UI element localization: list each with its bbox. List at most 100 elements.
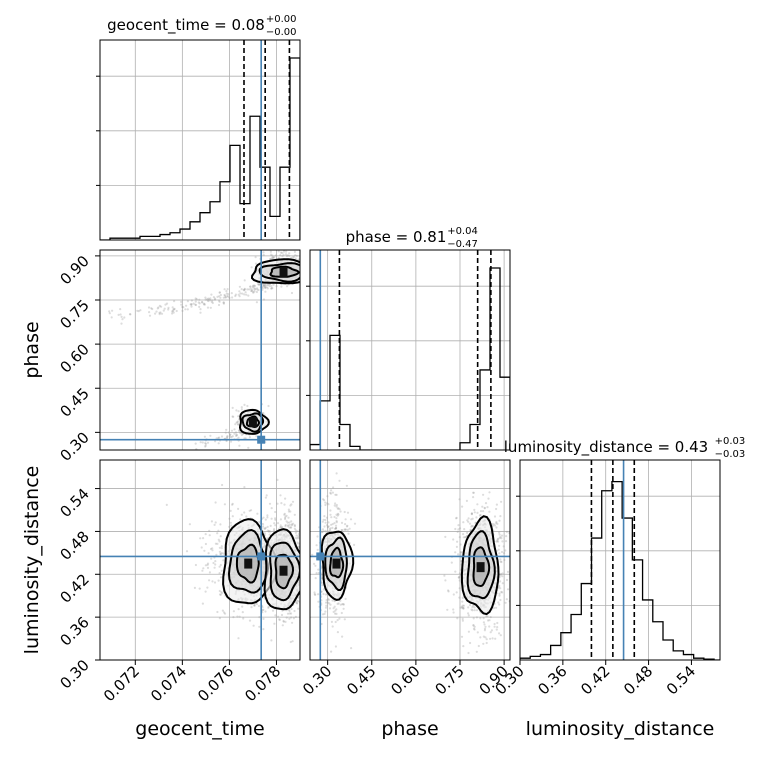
sample-point: [234, 431, 238, 434]
sample-point: [263, 284, 266, 287]
sample-point: [283, 513, 286, 516]
sample-point: [251, 288, 254, 291]
sample-point: [334, 620, 337, 624]
sample-point: [302, 593, 304, 595]
sample-point: [496, 626, 499, 629]
sample-point: [195, 298, 198, 301]
sample-point: [326, 601, 329, 604]
x-tick-label: 0.30: [299, 662, 335, 698]
title-minus-error: −0.47: [447, 239, 478, 250]
sample-point: [479, 617, 482, 620]
sample-point: [461, 619, 464, 622]
sample-point: [293, 525, 296, 528]
sample-point: [240, 433, 243, 437]
sample-point: [285, 520, 288, 523]
sample-point: [247, 294, 250, 297]
sample-point: [303, 565, 305, 567]
sample-point: [467, 606, 470, 609]
sample-point: [235, 421, 238, 424]
sample-point: [111, 309, 114, 312]
x-tick-label: 0.42: [577, 662, 613, 698]
sample-point: [253, 603, 256, 606]
sample-point: [230, 524, 233, 527]
sample-point: [213, 523, 216, 527]
sample-point: [289, 504, 292, 507]
sample-point: [180, 300, 183, 303]
sample-point: [457, 528, 460, 531]
sample-point: [290, 607, 293, 611]
sample-point: [479, 636, 482, 639]
sample-point: [188, 523, 191, 526]
sample-point: [463, 536, 467, 539]
sample-point: [160, 305, 163, 308]
sample-point: [262, 516, 265, 519]
title-minus-error: −0.00: [266, 27, 297, 38]
sample-point: [462, 604, 465, 607]
sample-point: [264, 518, 267, 521]
sample-point: [239, 432, 242, 435]
panel-frame: [99, 39, 301, 241]
panel-title: geocent_time = 0.08 +0.00 −0.00: [107, 14, 296, 38]
sample-point: [301, 502, 303, 504]
sample-point: [332, 486, 335, 489]
sample-point: [330, 523, 333, 526]
sample-point: [172, 308, 175, 311]
sample-point: [327, 503, 330, 506]
sample-point: [268, 502, 272, 505]
sample-point: [221, 609, 224, 612]
sample-point: [219, 576, 223, 579]
sample-point: [292, 617, 295, 620]
sample-point: [290, 524, 294, 527]
sample-point: [337, 513, 340, 516]
sample-point: [217, 442, 220, 445]
sample-point: [185, 304, 188, 307]
sample-point: [506, 570, 510, 574]
sample-point: [341, 529, 344, 532]
sample-point: [334, 609, 337, 612]
sample-point: [165, 302, 169, 305]
sample-point: [253, 604, 256, 607]
sample-point: [240, 513, 243, 516]
sample-point: [137, 310, 140, 313]
sample-point: [314, 577, 317, 580]
sample-point: [291, 621, 294, 624]
sample-point: [335, 520, 338, 523]
sample-point: [255, 603, 258, 606]
sample-point: [501, 591, 504, 594]
sample-point: [475, 609, 479, 612]
sample-point: [462, 536, 465, 539]
sample-point: [475, 650, 478, 653]
sample-point: [219, 523, 222, 526]
sample-point: [466, 519, 469, 522]
sample-point: [244, 291, 247, 294]
sample-point: [282, 620, 285, 623]
sample-point: [288, 252, 291, 255]
sample-point: [287, 525, 290, 528]
sample-point: [498, 603, 501, 606]
sample-point: [162, 309, 165, 312]
sample-point: [334, 527, 338, 530]
sample-point: [343, 510, 346, 514]
sample-point: [256, 512, 259, 515]
sample-point: [237, 608, 240, 611]
x-tick-label: 0.48: [620, 662, 656, 698]
sample-point: [224, 296, 227, 299]
sample-point: [489, 637, 492, 640]
sample-point: [504, 549, 507, 552]
sample-point: [342, 607, 345, 610]
sample-point: [311, 533, 313, 535]
sample-point: [458, 572, 461, 575]
sample-point: [483, 506, 486, 509]
sample-point: [287, 246, 289, 248]
sample-point: [217, 529, 220, 532]
sample-point: [292, 255, 296, 258]
sample-point: [505, 578, 509, 582]
sample-point: [482, 510, 485, 513]
sample-point: [482, 621, 485, 624]
sample-point: [306, 585, 308, 587]
sample-point: [199, 441, 202, 444]
sample-point: [336, 514, 339, 517]
sample-point: [313, 591, 316, 594]
sample-point: [151, 307, 154, 311]
sample-point: [335, 505, 338, 508]
